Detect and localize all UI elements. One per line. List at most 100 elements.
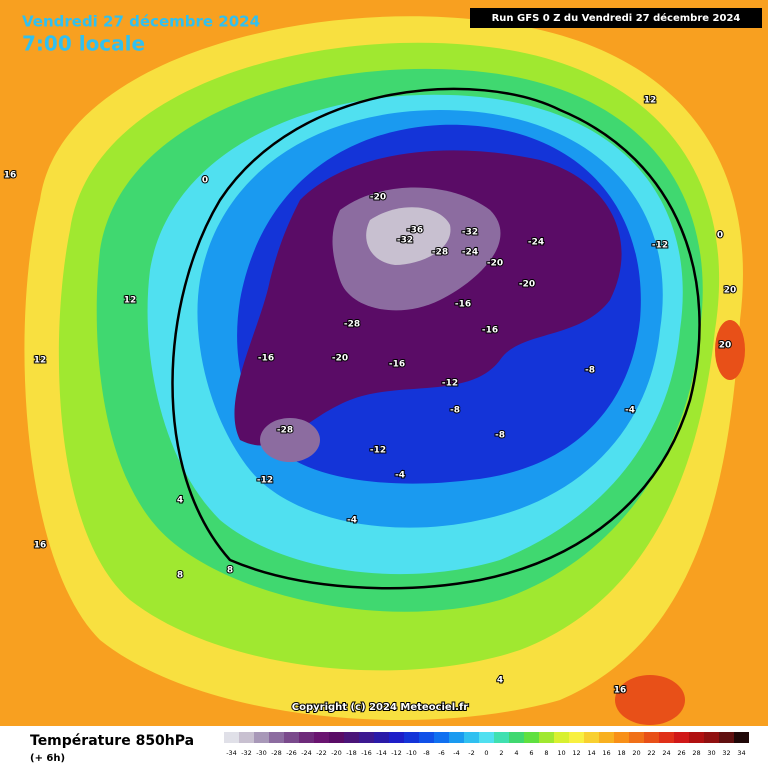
legend-swatch (239, 732, 254, 743)
contour-label: -12 (652, 241, 668, 251)
contour-label: -28 (344, 320, 360, 330)
run-label: Run GFS 0 Z du Vendredi 27 décembre 2024 (492, 12, 741, 24)
legend-value: 12 (572, 749, 580, 757)
legend-value: 22 (647, 749, 655, 757)
contour-label: -4 (625, 406, 635, 416)
legend-value: -16 (361, 749, 372, 757)
legend-swatch (539, 732, 554, 743)
legend-swatch (659, 732, 674, 743)
contour-label: -8 (495, 431, 505, 441)
legend-value: 6 (529, 749, 533, 757)
legend-swatch (344, 732, 359, 743)
legend-value: 4 (514, 749, 518, 757)
legend-swatch (419, 732, 434, 743)
contour-label: -16 (482, 326, 498, 336)
zone-siberia (260, 418, 320, 462)
legend-swatch (224, 732, 239, 743)
contour-label: 0 (717, 231, 723, 241)
legend-swatch (734, 732, 749, 743)
legend-subtitle: (+ 6h) (30, 753, 65, 764)
legend-value: -8 (423, 749, 429, 757)
contour-label: -28 (277, 426, 293, 436)
contour-label: 4 (497, 676, 503, 686)
legend-title: Température 850hPa (30, 733, 194, 749)
contour-label: 12 (644, 96, 657, 106)
legend-value: -28 (271, 749, 282, 757)
legend-value: 8 (544, 749, 548, 757)
legend-swatch (569, 732, 584, 743)
legend-value: -14 (376, 749, 387, 757)
contour-label: -12 (442, 379, 458, 389)
legend-swatch (599, 732, 614, 743)
legend-swatch (554, 732, 569, 743)
legend-value: -12 (391, 749, 402, 757)
legend-value: 10 (557, 749, 565, 757)
legend-swatch (314, 732, 329, 743)
legend-value: -18 (346, 749, 357, 757)
contour-label: 12 (124, 296, 137, 306)
contour-label: 16 (614, 686, 627, 696)
contour-labels: -20-32-36 -32-28 -24-20-24-20-16-16-28-16-… (3, 95, 738, 697)
legend-value: 30 (707, 749, 715, 757)
contour-label: -20 (332, 354, 348, 364)
contour-label: -4 (395, 471, 405, 481)
legend-swatch (269, 732, 284, 743)
legend-value: 32 (722, 749, 730, 757)
contour-label: 16 (4, 171, 17, 181)
zone-hot-south (615, 675, 685, 725)
legend-value: -30 (256, 749, 267, 757)
contour-label: -12 (257, 476, 273, 486)
legend-swatch (629, 732, 644, 743)
contour-label: 4 (177, 496, 183, 506)
legend-swatch (404, 732, 419, 743)
contour-label: 8 (177, 571, 183, 581)
legend-value: 24 (662, 749, 670, 757)
legend-swatch (359, 732, 374, 743)
legend-swatch (494, 732, 509, 743)
legend-swatch (389, 732, 404, 743)
contour-label: 20 (719, 341, 732, 351)
copyright: Copyright (c) 2024 Meteociel.fr (292, 702, 469, 713)
legend-value: -20 (331, 749, 342, 757)
contour-label: 12 (34, 356, 47, 366)
contour-label: -32 (397, 236, 413, 246)
legend-swatch (719, 732, 734, 743)
legend-swatch (329, 732, 344, 743)
legend-swatch (584, 732, 599, 743)
legend-value: -2 (468, 749, 474, 757)
legend-value: 34 (737, 749, 745, 757)
legend-swatch (464, 732, 479, 743)
legend-swatch (674, 732, 689, 743)
legend-value: -22 (316, 749, 327, 757)
contour-label: -20 (487, 259, 503, 269)
contour-label: 0 (202, 176, 208, 186)
legend-value: -10 (406, 749, 417, 757)
contour-label: -16 (258, 354, 274, 364)
zero-contour (171, 87, 701, 590)
contour-label: -36 (407, 226, 423, 236)
color-scale: -34 -32 -30 -28 -26 -24 -22 -20 -18 -16 -14 -12 -10-… (224, 732, 749, 757)
legend-value: 26 (677, 749, 685, 757)
legend-swatch (434, 732, 449, 743)
legend-value: -24 (301, 749, 312, 757)
legend-swatch (704, 732, 719, 743)
contour-label: -20 (519, 280, 535, 290)
legend-swatch (644, 732, 659, 743)
legend-swatch (479, 732, 494, 743)
zone-hot (715, 320, 745, 380)
contour-label: -8 (450, 406, 460, 416)
run-box (470, 8, 762, 28)
legend-swatch (524, 732, 539, 743)
legend-swatch (509, 732, 524, 743)
contour-label: -4 (347, 516, 357, 526)
legend-value: 20 (632, 749, 640, 757)
contour-label: -16 (455, 300, 471, 310)
date: Vendredi 27 décembre 2024 (22, 13, 260, 31)
legend-swatch (689, 732, 704, 743)
legend-value: -6 (438, 749, 444, 757)
legend-swatch (374, 732, 389, 743)
zone-core (366, 207, 451, 265)
contour-label: -24 (462, 248, 478, 258)
contour-label: 20 (724, 286, 737, 296)
